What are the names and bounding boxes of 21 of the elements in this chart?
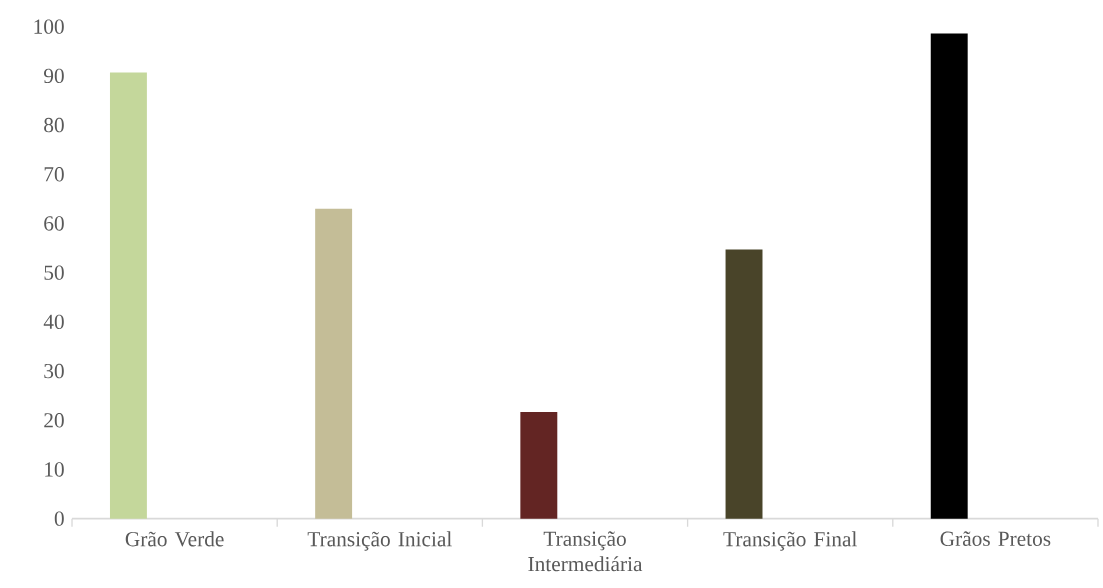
- x-tick-label: Transição Final: [723, 531, 857, 551]
- bar: [315, 208, 353, 519]
- x-tick-label: Transição Inicial: [307, 531, 452, 551]
- y-tick-label: 80: [44, 117, 64, 133]
- y-tick-label: 90: [43, 68, 64, 84]
- y-tick-label: 0: [54, 511, 64, 526]
- bar: [520, 411, 558, 519]
- x-tick-label: Transição Intermediária: [528, 531, 643, 572]
- bar: [725, 249, 763, 519]
- y-tick-label: 10: [45, 462, 64, 477]
- y-tick-label: 30: [44, 363, 64, 379]
- y-tick-label: 20: [44, 413, 64, 428]
- bar: [109, 72, 147, 519]
- x-tick-label: Grão Verde: [125, 531, 224, 547]
- y-tick-label: 70: [44, 167, 64, 182]
- y-tick-label: 100: [34, 19, 64, 34]
- y-tick-label: 60: [44, 216, 64, 231]
- x-tick-label: Grãos Pretos: [940, 531, 1051, 546]
- bar: [930, 33, 968, 519]
- y-tick-label: 40: [43, 314, 64, 330]
- y-tick-label: 50: [44, 265, 64, 280]
